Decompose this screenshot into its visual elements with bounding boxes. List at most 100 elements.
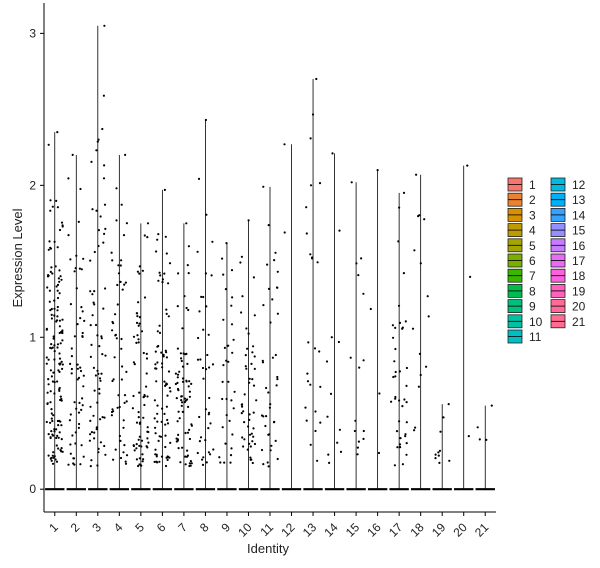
data-point bbox=[245, 327, 248, 330]
data-point bbox=[154, 448, 157, 451]
data-point bbox=[247, 332, 250, 335]
data-point bbox=[167, 282, 170, 285]
data-point bbox=[136, 334, 139, 337]
data-point bbox=[206, 353, 209, 357]
legend-label: 4 bbox=[529, 224, 536, 238]
data-point bbox=[415, 173, 418, 176]
data-point bbox=[187, 245, 190, 248]
data-point bbox=[418, 352, 421, 355]
data-point bbox=[102, 177, 106, 180]
data-point bbox=[260, 448, 264, 452]
legend-label: 18 bbox=[572, 269, 586, 283]
violin-18 bbox=[410, 173, 431, 491]
data-point bbox=[401, 463, 404, 466]
data-point bbox=[246, 347, 249, 350]
violin-20 bbox=[454, 164, 474, 491]
data-point bbox=[404, 435, 407, 438]
data-point bbox=[79, 187, 82, 191]
data-point bbox=[45, 420, 48, 424]
data-point bbox=[104, 287, 107, 290]
data-point bbox=[56, 305, 59, 309]
data-point bbox=[185, 222, 188, 225]
violin-1 bbox=[45, 131, 65, 491]
data-point bbox=[47, 358, 50, 361]
legend-item-3: 3 bbox=[507, 207, 536, 222]
data-point bbox=[316, 459, 319, 462]
data-point bbox=[200, 295, 203, 298]
data-point bbox=[199, 358, 202, 361]
data-point bbox=[53, 358, 56, 361]
data-point bbox=[97, 229, 100, 232]
data-point bbox=[311, 256, 314, 259]
data-point bbox=[233, 390, 236, 393]
data-point bbox=[239, 261, 242, 264]
data-point bbox=[188, 390, 191, 393]
data-point bbox=[180, 399, 183, 402]
data-point bbox=[212, 448, 215, 451]
data-point bbox=[223, 461, 226, 464]
data-point bbox=[437, 454, 440, 457]
data-point bbox=[47, 383, 50, 386]
data-point bbox=[166, 422, 170, 425]
data-point bbox=[362, 429, 365, 433]
data-point bbox=[137, 324, 140, 327]
legend-label: 10 bbox=[529, 315, 543, 329]
data-point bbox=[179, 461, 182, 464]
data-point bbox=[225, 242, 228, 245]
data-point bbox=[157, 439, 160, 442]
data-point bbox=[318, 182, 322, 185]
data-point bbox=[266, 461, 269, 464]
data-point bbox=[156, 420, 159, 423]
data-point bbox=[50, 307, 53, 311]
data-point bbox=[354, 419, 357, 422]
data-point bbox=[53, 392, 56, 395]
data-point bbox=[50, 417, 53, 420]
data-point bbox=[204, 118, 207, 122]
data-point bbox=[140, 330, 144, 333]
data-point bbox=[325, 360, 329, 363]
legend-item-11: 11 bbox=[507, 329, 542, 344]
data-point bbox=[271, 298, 274, 301]
data-point bbox=[79, 463, 82, 466]
data-point bbox=[122, 451, 125, 454]
data-point bbox=[69, 452, 72, 455]
data-point bbox=[146, 222, 150, 225]
data-point bbox=[49, 421, 52, 424]
data-point bbox=[161, 407, 164, 410]
data-point bbox=[240, 403, 243, 406]
data-point bbox=[93, 290, 96, 293]
data-point bbox=[196, 451, 199, 455]
data-point bbox=[490, 404, 493, 407]
data-point bbox=[132, 361, 135, 364]
data-point bbox=[50, 317, 54, 320]
data-point bbox=[159, 435, 163, 438]
data-point bbox=[362, 292, 365, 295]
data-point bbox=[177, 272, 180, 275]
data-point bbox=[77, 411, 81, 414]
data-point bbox=[89, 465, 92, 468]
data-point bbox=[114, 313, 117, 316]
data-point bbox=[244, 354, 247, 357]
data-point bbox=[401, 405, 404, 408]
data-point bbox=[58, 389, 61, 392]
data-point bbox=[154, 432, 157, 435]
data-point bbox=[154, 350, 157, 353]
data-point bbox=[405, 421, 408, 424]
data-point bbox=[132, 394, 135, 398]
data-point bbox=[90, 431, 93, 434]
violin-17 bbox=[389, 191, 409, 491]
data-point bbox=[57, 447, 60, 450]
data-point bbox=[74, 442, 77, 445]
data-point bbox=[58, 228, 62, 232]
data-point bbox=[223, 346, 226, 349]
data-point bbox=[50, 266, 53, 269]
data-point bbox=[222, 273, 225, 276]
data-point bbox=[97, 447, 100, 450]
data-point bbox=[53, 350, 56, 353]
data-point bbox=[248, 442, 251, 445]
data-point bbox=[132, 444, 135, 447]
data-point bbox=[442, 416, 445, 419]
data-point bbox=[48, 300, 51, 303]
data-point bbox=[55, 428, 58, 431]
